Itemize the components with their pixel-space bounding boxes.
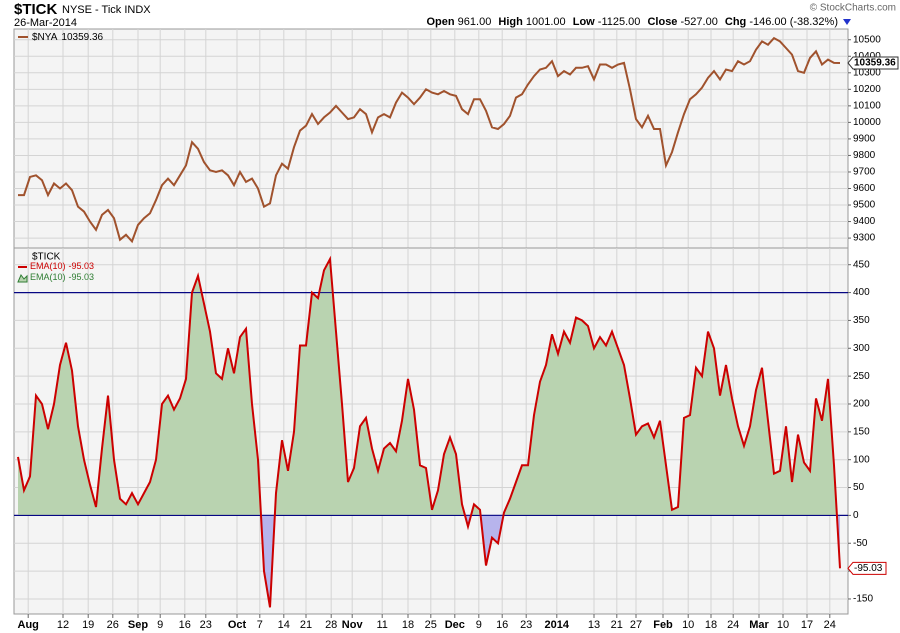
quote-label: Low: [573, 16, 595, 28]
quote-label: High: [498, 16, 523, 28]
x-tick-label: 13: [588, 619, 600, 631]
legend-name: EMA(10): [30, 272, 66, 282]
last-value: -95.03: [854, 563, 883, 574]
y-tick-label: 450: [853, 259, 870, 270]
plot: [14, 255, 848, 608]
x-tick-label: 10: [682, 619, 694, 631]
y-tick-label: 0: [853, 510, 859, 521]
price-line: [18, 36, 841, 244]
x-tick-label: Sep: [128, 619, 148, 631]
x-tick-label: 21: [300, 619, 312, 631]
legend-value: -95.03: [69, 261, 95, 271]
x-tick-label: 24: [824, 619, 836, 631]
x-tick-label: 26: [107, 619, 119, 631]
quote-label: Close: [647, 16, 677, 28]
y-tick-label: 250: [853, 371, 870, 382]
y-tick-label: 150: [853, 426, 870, 437]
y-tick-label: 350: [853, 315, 870, 326]
last-value-tag: [847, 56, 899, 70]
legend-value: -95.03: [69, 272, 95, 282]
x-tick-label: Mar: [749, 619, 769, 631]
quote-value: 961.00: [458, 16, 492, 28]
x-tick-label: 9: [476, 619, 482, 631]
panel-label: $TICK: [32, 252, 61, 263]
quote-value: 1001.00: [526, 16, 566, 28]
ema-line: [17, 255, 841, 608]
x-tick-label: 10: [777, 619, 789, 631]
legend-name: EMA(10): [30, 261, 66, 271]
y-tick-label: 10200: [853, 84, 881, 95]
x-tick-label: 7: [257, 619, 263, 631]
x-tick-label: Feb: [653, 619, 673, 631]
quote: Open 961.00 High 1001.00 Low -1125.00 Cl…: [426, 16, 838, 28]
x-tick-label: 23: [200, 619, 212, 631]
x-tick-label: 2014: [545, 619, 570, 631]
quote-value: -1125.00: [598, 16, 641, 28]
x-tick-label: 21: [611, 619, 623, 631]
x-tick-label: 9: [157, 619, 163, 631]
legend-text: $NYA 10359.36: [32, 32, 104, 43]
x-tick-label: 24: [727, 619, 739, 631]
x-tick-label: 27: [630, 619, 642, 631]
x-tick-label: Aug: [18, 619, 39, 631]
y-tick-label: 9400: [853, 216, 876, 227]
y-tick-label: 10500: [853, 34, 881, 45]
last-value-tag: [847, 561, 887, 575]
y-tick-label: 200: [853, 399, 870, 410]
x-tick-label: 16: [496, 619, 508, 631]
x-tick-label: 19: [82, 619, 94, 631]
quote-label: Open: [426, 16, 454, 28]
y-tick-label: 9700: [853, 167, 876, 178]
legend-text: EMA(10) -95.03: [30, 272, 94, 282]
x-tick-label: 14: [278, 619, 290, 631]
y-tick-label: 10300: [853, 67, 881, 78]
y-tick-label: 400: [853, 287, 870, 298]
x-tick-label: 12: [57, 619, 69, 631]
area-positive: [18, 259, 840, 516]
date: 26-Mar-2014: [14, 17, 77, 29]
y-tick-label: 300: [853, 343, 870, 354]
y-tick-label: 50: [853, 482, 865, 493]
plot: [18, 36, 841, 244]
x-tick-label: 11: [376, 619, 387, 631]
x-tick-label: 18: [402, 619, 414, 631]
legend-swatch: [17, 274, 28, 283]
symbol-name: NYSE - Tick INDX: [62, 4, 151, 16]
quote-value: -146.00 (-38.32%): [749, 16, 838, 28]
y-tick-label: -50: [853, 538, 868, 549]
legend-name: $NYA: [32, 32, 58, 43]
quote-value: -527.00: [681, 16, 718, 28]
y-tick-label: 9500: [853, 200, 876, 211]
y-tick-label: 9300: [853, 233, 876, 244]
y-tick-label: 10400: [853, 51, 881, 62]
x-tick-label: 28: [325, 619, 337, 631]
x-tick-label: Dec: [445, 619, 465, 631]
y-tick-label: 100: [853, 454, 870, 465]
x-tick-label: Nov: [342, 619, 364, 631]
y-tick-label: 10000: [853, 117, 881, 128]
x-tick-label: 17: [801, 619, 813, 631]
y-tick-label: -150: [853, 594, 873, 605]
y-tick-label: 9800: [853, 150, 876, 161]
x-tick-label: 16: [179, 619, 191, 631]
x-tick-label: Oct: [228, 619, 247, 631]
copyright: © StockCharts.com: [810, 3, 896, 14]
change-arrow: [843, 19, 851, 25]
last-value: 10359.36: [854, 58, 896, 69]
x-tick-label: 23: [520, 619, 532, 631]
y-tick-label: 9600: [853, 183, 876, 194]
legend-text: EMA(10) -95.03: [30, 261, 94, 271]
x-tick-label: 25: [425, 619, 437, 631]
x-tick-label: 18: [705, 619, 717, 631]
legend-value: 10359.36: [61, 32, 103, 43]
quote-label: Chg: [725, 16, 746, 28]
y-tick-label: 9900: [853, 134, 876, 145]
symbol: $TICK: [14, 1, 58, 18]
y-tick-label: 10100: [853, 100, 881, 111]
